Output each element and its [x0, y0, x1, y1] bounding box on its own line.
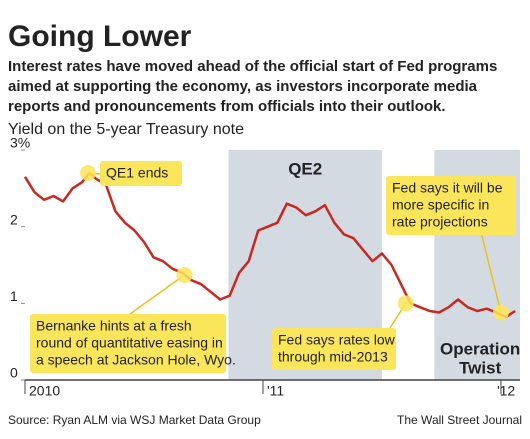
annotation-box: [100, 161, 182, 186]
x-tick-label: '12: [497, 383, 515, 399]
annotation-text: Fed says rates low: [278, 332, 396, 348]
subtitle: Interest rates have moved ahead of the o…: [8, 58, 497, 75]
annotation-box: [272, 328, 396, 370]
x-tick-label: '11: [267, 383, 284, 399]
x-tick-label: 2010: [29, 383, 60, 399]
annotation-text: a speech at Jackson Hole, Wyo.: [36, 352, 236, 368]
y-tick-label: 1: [10, 288, 18, 304]
subtitle: aimed at supporting the economy, as inve…: [8, 78, 478, 95]
annotation-text: rate projections: [392, 214, 488, 230]
annotation-point: [80, 165, 97, 181]
annotation-point: [492, 304, 509, 321]
credit: The Wall Street Journal: [397, 413, 522, 427]
annotation-text: more specific in: [392, 197, 489, 213]
y-tick-label: 0: [10, 365, 18, 381]
y-tick-label: 3%: [10, 135, 30, 151]
annotation-point: [176, 266, 193, 283]
annotation-box: [30, 314, 226, 373]
subtitle: reports and pronouncements from official…: [8, 98, 446, 115]
period-label: Operation: [440, 339, 520, 358]
period-label: QE2: [288, 159, 322, 178]
annotation-text: QE1 ends: [106, 165, 168, 181]
annotation-text: Bernanke hints at a fresh: [36, 318, 192, 334]
annotation-leader: [479, 227, 502, 313]
period-label: Twist: [459, 358, 502, 377]
annotation-leader: [129, 274, 185, 315]
annotation-box: [386, 176, 516, 235]
chart-title: Going Lower: [8, 20, 192, 53]
source: Source: Ryan ALM via WSJ Market Data Gro…: [8, 413, 261, 427]
annotation-text: round of quantitative easing in: [36, 335, 223, 351]
y-axis-label: Yield on the 5-year Treasury note: [8, 121, 244, 138]
annotation-point: [397, 295, 414, 312]
y-tick-label: 2: [10, 211, 18, 227]
annotation-text: through mid-2013: [278, 349, 388, 365]
annotation-text: Fed says it will be: [392, 180, 503, 196]
